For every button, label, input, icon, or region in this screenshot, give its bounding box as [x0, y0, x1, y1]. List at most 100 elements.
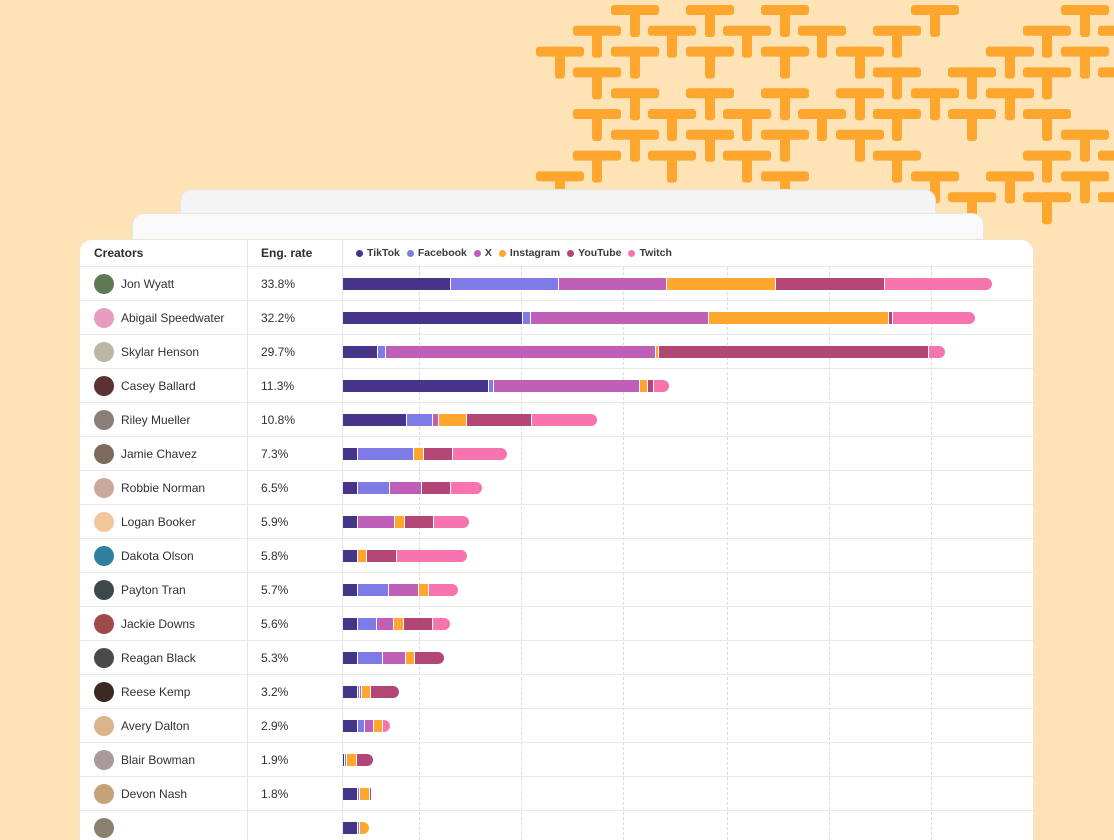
legend-item-x[interactable]: X [473, 247, 492, 259]
creator-name: Reagan Black [121, 651, 196, 665]
bar-segment-instagram [419, 584, 428, 596]
legend-dot-icon [356, 249, 363, 257]
avatar [94, 716, 114, 736]
engagement-rate: 10.8% [261, 413, 296, 427]
bar-segment-x [432, 414, 438, 426]
t-shape-icon [686, 5, 734, 37]
legend-item-youtube[interactable]: YouTube [567, 247, 621, 259]
creator-name: Dakota Olson [121, 549, 194, 563]
bar-segment-youtube [405, 516, 433, 528]
creator-name: Avery Dalton [121, 719, 190, 733]
engagement-rate: 5.9% [261, 515, 289, 529]
bar-segment-twitch [382, 720, 390, 732]
header-divider [80, 266, 1033, 267]
stacked-bar [343, 550, 468, 562]
t-shape-icon [986, 171, 1034, 204]
bar-segment-tiktok [343, 312, 522, 324]
table-row[interactable]: Jackie Downs 5.6% [80, 607, 1033, 641]
stacked-bar [343, 788, 372, 800]
legend-label: X [484, 247, 492, 259]
bar-segment-tiktok [343, 686, 358, 698]
bar-segment-youtube [357, 754, 373, 766]
table-row[interactable]: Payton Tran 5.7% [80, 573, 1033, 607]
avatar [94, 512, 114, 532]
t-shape-icon [1098, 25, 1114, 36]
bar-segment-instagram [438, 414, 467, 426]
table-row[interactable] [80, 811, 1033, 840]
stacked-bar [343, 618, 451, 630]
legend-dot-icon [567, 249, 575, 257]
bar-segment-twitch [453, 448, 508, 460]
t-shape-icon [761, 46, 809, 79]
creator-name: Jon Wyatt [121, 277, 175, 291]
legend-dot-icon [498, 249, 506, 257]
bar-segment-twitch [929, 346, 945, 358]
column-divider [247, 240, 248, 840]
table-row[interactable]: Robbie Norman 6.5% [80, 471, 1033, 505]
bar-segment-tiktok [343, 516, 358, 528]
bar-segment-x [360, 686, 362, 698]
bar-segment-youtube [659, 346, 929, 358]
bar-segment-youtube [776, 278, 884, 290]
t-shape-icon [873, 109, 921, 141]
legend-dot-icon [406, 249, 414, 257]
bar-segment-x [388, 584, 419, 596]
bar-segment-facebook [488, 380, 493, 392]
bar-segment-x [530, 312, 709, 324]
gridline [931, 267, 932, 840]
avatar [94, 546, 114, 566]
bar-segment-youtube [423, 448, 453, 460]
legend-item-tiktok[interactable]: TikTok [356, 247, 400, 259]
t-shape-icon [1023, 150, 1071, 183]
bar-segment-youtube [467, 414, 531, 426]
table-row[interactable]: Reagan Black 5.3% [80, 641, 1033, 675]
table-row[interactable]: Reese Kemp 3.2% [80, 675, 1033, 709]
t-shape-icon [761, 129, 809, 162]
bar-segment-instagram [709, 312, 888, 324]
bar-segment-twitch [451, 482, 482, 494]
table-row[interactable]: Jamie Chavez 7.3% [80, 437, 1033, 471]
bar-segment-x [382, 652, 406, 664]
table-row[interactable]: Riley Mueller 10.8% [80, 403, 1033, 437]
stacked-bar [343, 482, 482, 494]
bar-segment-tiktok [343, 618, 358, 630]
table-row[interactable]: Jon Wyatt 33.8% [80, 267, 1033, 301]
table-row[interactable]: Skylar Henson 29.7% [80, 335, 1033, 369]
creator-name: Casey Ballard [121, 379, 196, 393]
table-row[interactable]: Dakota Olson 5.8% [80, 539, 1033, 573]
bar-segment-twitch [531, 414, 597, 426]
row-divider [80, 470, 1033, 471]
bar-segment-tiktok [343, 754, 344, 766]
row-divider [80, 538, 1033, 539]
table-row[interactable]: Blair Bowman 1.9% [80, 743, 1033, 777]
avatar [94, 376, 114, 396]
table-row[interactable]: Casey Ballard 11.3% [80, 369, 1033, 403]
bar-segment-instagram [667, 278, 776, 290]
table-row[interactable]: Abigail Speedwater 32.2% [80, 301, 1033, 335]
table-row[interactable]: Avery Dalton 2.9% [80, 709, 1033, 743]
bar-segment-facebook [358, 618, 376, 630]
row-divider [80, 776, 1033, 777]
legend-item-instagram[interactable]: Instagram [498, 247, 560, 259]
legend-item-facebook[interactable]: Facebook [406, 247, 467, 259]
engagement-rate: 11.3% [261, 379, 295, 393]
bar-segment-tiktok [343, 482, 358, 494]
avatar [94, 580, 114, 600]
row-divider [80, 368, 1033, 369]
bar-segment-facebook [358, 720, 365, 732]
t-shape-icon [1023, 109, 1071, 141]
legend-item-twitch[interactable]: Twitch [628, 247, 672, 259]
engagement-rate: 5.7% [261, 583, 289, 597]
table-row[interactable]: Devon Nash 1.8% [80, 777, 1033, 811]
t-shape-icon [986, 46, 1034, 79]
stacked-bar [343, 312, 976, 324]
row-divider [80, 334, 1033, 335]
t-shape-icon [948, 67, 996, 100]
table-row[interactable]: Logan Booker 5.9% [80, 505, 1033, 539]
t-shape-icon [723, 109, 771, 141]
t-shape-icon [836, 46, 884, 79]
row-divider [80, 572, 1033, 573]
t-shape-icon [536, 46, 584, 79]
legend-dot-icon [628, 249, 636, 257]
bar-segment-x [559, 278, 667, 290]
